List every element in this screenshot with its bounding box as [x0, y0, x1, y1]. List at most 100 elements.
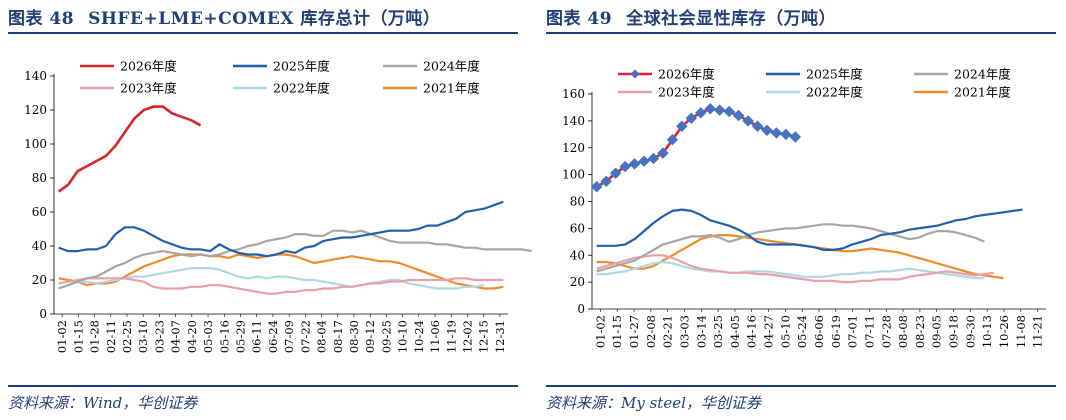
figure-48-title-text: SHFE+LME+COMEX 库存总计（万吨） — [88, 9, 441, 29]
x-tick-label: 07-09 — [282, 320, 296, 353]
x-tick-label: 01-15 — [610, 315, 624, 348]
series-marker — [695, 107, 707, 119]
figure-49-source: 资料来源：My steel，华创证券 — [546, 394, 761, 412]
x-tick-label: 02-21 — [661, 315, 675, 348]
figure-49: 图表 49 全球社会显性库存（万吨） 0 20 40 60 80 100 120 140 160 0… — [546, 0, 1066, 420]
y-tick-label: 80 — [32, 171, 47, 185]
x-tick-label: 10-24 — [412, 320, 426, 353]
series-marker — [638, 155, 650, 167]
x-tick-label: 09-18 — [947, 315, 961, 348]
x-tick-label: 04-27 — [762, 315, 776, 348]
x-tick-label: 08-08 — [896, 315, 910, 348]
series-marker — [628, 158, 641, 170]
series-line-2 — [596, 208, 1023, 251]
inventory-total-chart: 0 20 40 60 80 100 120 140 01-02 01-15 01-28 02-11 02… — [24, 59, 532, 353]
x-tick-label: 09-12 — [363, 320, 377, 353]
title-rule — [546, 32, 1056, 34]
x-tick-label: 04-07 — [169, 320, 183, 353]
y-tick-label: 100 — [562, 168, 585, 182]
y-tick-label: 100 — [24, 137, 47, 151]
y-tick-label: 140 — [562, 114, 585, 128]
series-line-4 — [596, 254, 995, 284]
x-tick-label: 04-20 — [185, 320, 199, 353]
x-tick-label: 05-10 — [778, 315, 792, 348]
x-tick-label: 06-19 — [829, 315, 843, 348]
figure-48-number: 图表 48 — [8, 9, 75, 29]
y-tick-label: 160 — [562, 87, 585, 101]
x-tick-label: 03-10 — [136, 320, 150, 353]
series-marker — [609, 167, 622, 179]
series-marker — [619, 160, 631, 173]
x-tick-label: 03-03 — [677, 315, 691, 348]
y-tick-label: 120 — [562, 141, 585, 155]
x-tick-label: 04-05 — [728, 315, 742, 348]
series-marker — [732, 109, 745, 122]
legend-label: 2021年度 — [954, 85, 1011, 100]
x-tick-label: 05-16 — [217, 320, 231, 353]
legend-label: 2022年度 — [806, 85, 863, 100]
series-marker — [647, 152, 660, 165]
y-tick-label: 20 — [570, 275, 585, 289]
x-tick-label: 06-06 — [812, 315, 826, 348]
series-marker — [600, 175, 612, 188]
x-tick-label: 03-23 — [152, 320, 166, 353]
series-line-1 — [596, 107, 796, 188]
legend-label: 2023年度 — [120, 81, 177, 96]
legend-label: 2026年度 — [120, 59, 177, 74]
x-tick-label: 11-21 — [1031, 315, 1045, 348]
x-tick-label: 11-19 — [444, 320, 458, 353]
series-line-3 — [58, 229, 532, 290]
series-line-1 — [57, 105, 202, 193]
legend-label: 2024年度 — [954, 67, 1011, 82]
y-tick-label: 80 — [570, 195, 585, 209]
series-line-6 — [58, 253, 504, 290]
series-line-5 — [58, 267, 485, 290]
x-tick-label: 09-30 — [963, 315, 977, 348]
x-tick-label: 03-25 — [711, 315, 725, 348]
series-marker — [780, 128, 792, 141]
figure-48-source: 资料来源：Wind，华创证券 — [8, 394, 198, 412]
legend-label: 2024年度 — [423, 59, 480, 74]
y-tick-label: 0 — [39, 307, 47, 321]
x-tick-label: 01-02 — [593, 315, 607, 348]
series-marker — [685, 112, 698, 124]
x-tick-label: 11-06 — [428, 320, 442, 353]
x-tick-label: 05-24 — [795, 315, 809, 348]
y-tick-label: 40 — [32, 239, 47, 253]
x-tick-label: 07-22 — [298, 320, 312, 353]
legend-label: 2021年度 — [423, 81, 480, 96]
figure-48-title: 图表 48 SHFE+LME+COMEX 库存总计（万吨） — [8, 4, 440, 29]
figure-48: 图表 48 SHFE+LME+COMEX 库存总计（万吨） 0 20 40 60 80 10… — [8, 0, 532, 420]
x-tick-label: 10-13 — [980, 315, 994, 348]
x-tick-label: 08-23 — [913, 315, 927, 348]
x-tick-label: 12-02 — [460, 320, 474, 353]
series-marker — [704, 103, 716, 115]
legend-label: 2026年度 — [658, 67, 715, 82]
x-tick-label: 12-31 — [493, 320, 507, 353]
x-tick-label: 02-11 — [104, 320, 118, 353]
legend-label: 2022年度 — [273, 81, 330, 96]
x-tick-label: 01-27 — [627, 315, 641, 348]
y-tick-label: 120 — [24, 103, 47, 117]
title-rule — [8, 32, 518, 34]
x-tick-label: 03-14 — [694, 315, 708, 348]
series-marker — [761, 124, 773, 136]
x-tick-label: 02-08 — [644, 315, 658, 348]
series-marker — [742, 115, 754, 127]
series-line-4 — [58, 277, 504, 295]
series-marker — [676, 120, 688, 132]
x-tick-label: 04-16 — [745, 315, 759, 348]
x-tick-label: 11-08 — [1014, 315, 1028, 348]
x-tick-label: 05-29 — [233, 320, 247, 353]
x-tick-label: 06-11 — [250, 320, 264, 353]
y-tick-label: 0 — [577, 302, 585, 316]
y-tick-label: 20 — [32, 273, 47, 287]
x-tick-label: 01-28 — [88, 320, 102, 353]
figure-49-number: 图表 49 — [546, 9, 613, 29]
legend-label: 2025年度 — [806, 67, 863, 82]
x-tick-label: 05-03 — [201, 320, 215, 353]
x-tick-label: 09-25 — [379, 320, 393, 353]
legend-marker — [630, 69, 640, 79]
x-tick-label: 07-11 — [862, 315, 876, 348]
series-marker — [751, 120, 764, 132]
